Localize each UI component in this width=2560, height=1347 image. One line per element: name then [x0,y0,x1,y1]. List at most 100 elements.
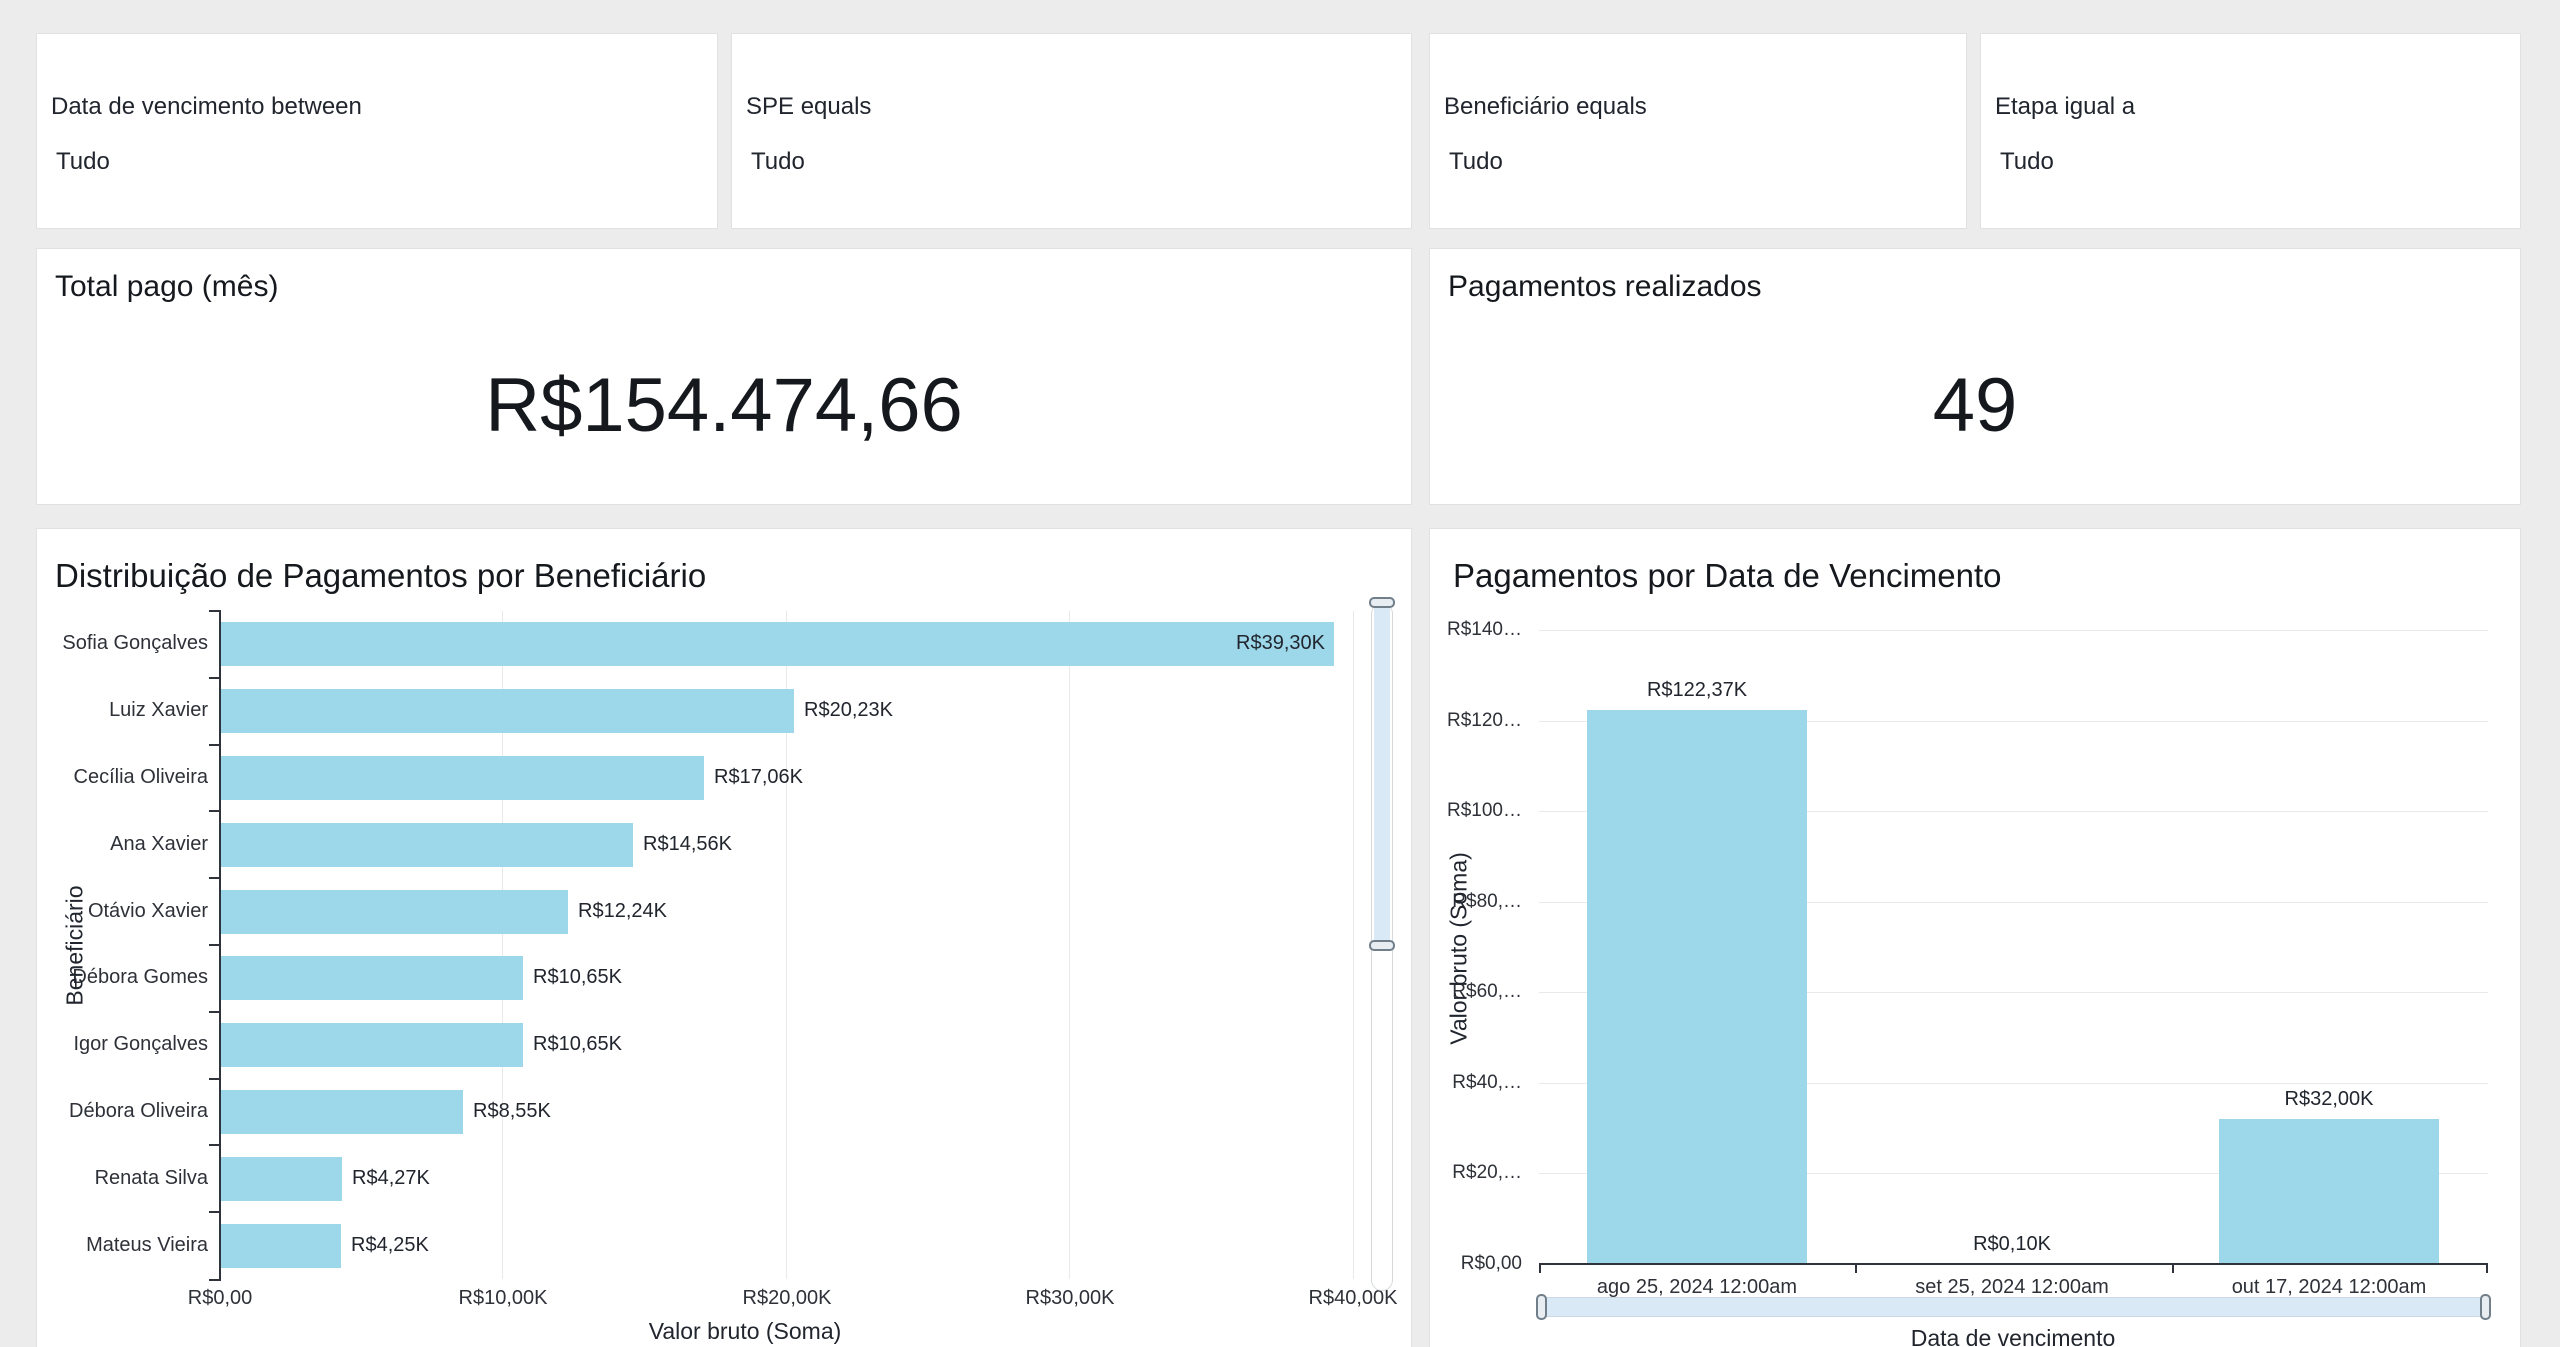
bar-debora-oliveira[interactable] [221,1090,463,1134]
gridline [502,611,503,1279]
scrollbar-handle-top[interactable] [1369,597,1395,608]
axis-tick [209,944,219,946]
y-tick-label: R$60,… [1452,981,1522,1002]
bar-ago-25-2024[interactable] [1587,710,1807,1264]
bar-renata-silva[interactable] [221,1157,342,1201]
scrollbar-handle-left[interactable] [1536,1294,1547,1320]
axis-tick [1539,1265,1541,1273]
gridline [1539,630,2488,631]
filter-value[interactable]: Tudo [56,148,110,175]
y-tick-label: R$120… [1447,710,1522,731]
scrollbar-handle-bottom[interactable] [1369,940,1395,951]
y-tick-label: R$80,… [1452,891,1522,912]
filter-label: Etapa igual a [1995,93,2136,120]
bar-value-label: R$20,23K [804,699,893,721]
category-label: Débora Oliveira [69,1100,208,1122]
filter-label: SPE equals [746,93,872,120]
bar-value-label: R$4,25K [351,1234,429,1256]
bar-igor-goncalves[interactable] [221,1023,523,1067]
axis-tick [209,1279,219,1281]
gridline [1539,1083,2488,1084]
chart-card-pagamentos-vencimento: Pagamentos por Data de Vencimento R$140…… [1429,528,2521,1347]
x-tick-label: out 17, 2024 12:00am [2231,1276,2427,1298]
axis-tick [209,1011,219,1013]
bar-value-label: R$14,56K [643,833,732,855]
axis-tick [209,677,219,679]
category-label: Ana Xavier [110,833,208,855]
bar-luiz-xavier[interactable] [221,689,794,733]
gridline [1539,721,2488,722]
bar-mateus-vieira[interactable] [221,1224,341,1268]
x-axis-title: Data de vencimento [1910,1325,2116,1347]
chart-card-distribuicao-beneficiario: Distribuição de Pagamentos por Beneficiá… [36,528,1412,1347]
gridline [1539,1173,2488,1174]
bar-otavio-xavier[interactable] [221,890,568,934]
category-label: Otávio Xavier [87,900,208,922]
y-tick-label: R$40,… [1452,1072,1522,1093]
bar-value-label: R$4,27K [352,1167,430,1189]
scrollbar-range[interactable] [1374,607,1390,947]
y-tick-label: R$100… [1447,800,1522,821]
x-tick-label: ago 25, 2024 12:00am [1596,1276,1798,1298]
axis-tick [1855,1265,1857,1273]
scrollbar-handle-right[interactable] [2480,1294,2491,1320]
y-tick-label: R$0,00 [1460,1253,1522,1274]
bar-out-17-2024[interactable] [2219,1119,2439,1264]
bar-value-label: R$32,00K [2284,1088,2374,1110]
category-label: Renata Silva [94,1167,208,1189]
x-tick-label: set 25, 2024 12:00am [1915,1276,2109,1298]
x-tick-label: R$10,00K [458,1287,548,1309]
bar-cecilia-oliveira[interactable] [221,756,704,800]
bar-value-label: R$12,24K [578,900,667,922]
gridline [1539,992,2488,993]
filter-card-spe[interactable]: SPE equals Tudo [731,33,1412,229]
x-axis-title: Valor bruto (Soma) [648,1318,842,1344]
bar-value-label: R$17,06K [714,766,803,788]
filter-label: Data de vencimento between [51,93,362,120]
bar-ana-xavier[interactable] [221,823,633,867]
bar-debora-gomes[interactable] [221,956,523,1000]
x-axis-line [1539,1263,2488,1265]
kpi-title: Pagamentos realizados [1448,270,1762,303]
y-axis-line [219,610,221,1281]
kpi-card-total-pago: Total pago (mês) R$154.474,66 [36,248,1412,505]
category-label: Débora Gomes [72,966,208,988]
chart-title: Pagamentos por Data de Vencimento [1453,557,2002,594]
category-label: Sofia Gonçalves [62,632,208,654]
kpi-value: 49 [1932,363,2018,448]
filter-card-etapa[interactable]: Etapa igual a Tudo [1980,33,2521,229]
axis-tick [209,610,219,612]
filter-card-data-vencimento[interactable]: Data de vencimento between Tudo [36,33,718,229]
axis-tick [209,1211,219,1213]
bar-value-label: R$0,10K [1973,1233,2051,1255]
x-tick-label: R$0,00 [187,1287,253,1309]
axis-tick [209,1144,219,1146]
gridline [1069,611,1070,1279]
category-label: Cecília Oliveira [73,766,208,788]
filter-value[interactable]: Tudo [1449,148,1503,175]
axis-tick [2172,1265,2174,1273]
chart-scrollbar-horizontal[interactable] [1539,1297,2488,1317]
kpi-value: R$154.474,66 [485,363,963,448]
bar-value-label: R$122,37K [1646,679,1748,701]
category-label: Luiz Xavier [109,699,208,721]
gridline [1539,811,2488,812]
category-label: Igor Gonçalves [73,1033,208,1055]
kpi-title: Total pago (mês) [55,270,279,303]
y-tick-label: R$140… [1447,619,1522,640]
x-tick-label: R$20,00K [742,1287,832,1309]
y-axis-title: Valor bruto (Soma) [1445,852,1472,1045]
gridline [1353,611,1354,1279]
x-tick-label: R$40,00K [1308,1287,1398,1309]
bar-sofia-goncalves[interactable] [221,622,1334,666]
filter-value[interactable]: Tudo [751,148,805,175]
filter-card-beneficiario[interactable]: Beneficiário equals Tudo [1429,33,1967,229]
axis-tick [209,744,219,746]
bar-value-label: R$10,65K [533,966,622,988]
axis-tick [2486,1265,2488,1273]
bar-value-label: R$39,30K [1236,632,1325,654]
kpi-card-pagamentos-realizados: Pagamentos realizados 49 [1429,248,2521,505]
bar-value-label: R$8,55K [473,1100,551,1122]
filter-value[interactable]: Tudo [2000,148,2054,175]
